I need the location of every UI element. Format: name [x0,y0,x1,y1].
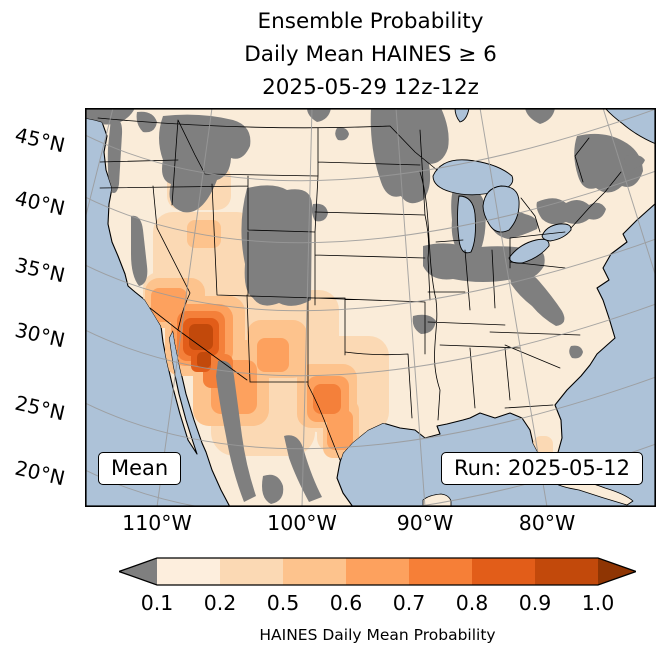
member-label-box: Mean [98,452,182,485]
colorbar-segment [346,558,409,585]
colorbar-segment [220,558,283,585]
colorbar-canvas [117,557,638,586]
masked-region [131,215,148,286]
masked-region-island [624,154,645,169]
masked-region [574,133,643,193]
masked-region [525,108,555,124]
cb-tick-0p6: 0.6 [329,591,363,615]
lat-tick-20n: 20°N [12,455,68,491]
masked-region [536,198,606,225]
colorbar [117,557,638,586]
map-panel: Mean Run: 2025-05-12 [85,108,656,507]
lat-tick-40n: 40°N [12,185,68,221]
lakes [432,108,656,264]
masked-region [412,314,436,334]
gulf-of-st-lawrence [604,108,656,145]
title-line-2: Daily Mean HAINES ≥ 6 [244,42,497,67]
prob-cell [187,220,221,248]
prob-cell [313,384,341,414]
prob-cell [257,338,289,372]
prob-cell [151,288,187,322]
lake-huron [482,185,520,233]
masked-region [307,108,331,122]
run-label-box: Run: 2025-05-12 [440,452,643,485]
lon-tick-100w: 100°W [267,511,337,535]
colorbar-segment [472,558,535,585]
masked-region [335,127,349,141]
prob-cell [189,324,213,350]
lat-tick-25n: 25°N [12,390,68,426]
figure-title: Ensemble Probability Daily Mean HAINES ≥… [85,5,656,104]
cb-tick-0p2: 0.2 [203,591,237,615]
probability-shading [85,108,643,504]
cb-tick-1p0: 1.0 [581,591,615,615]
graticule-parallels [85,108,656,507]
border-lines [97,117,622,461]
colorbar-segment [283,558,346,585]
lat-tick-45n: 45°N [12,122,68,158]
colorbar-segment [535,558,598,585]
lon-tick-90w: 90°W [396,511,454,535]
colorbar-axis-label: HAINES Daily Mean Probability [259,626,496,644]
graticule-meridians [85,108,656,507]
lake-ontario [541,223,572,242]
prob-cell [197,352,211,368]
axes-frame [85,108,656,507]
cb-tick-0p8: 0.8 [455,591,489,615]
lake-winnipeg [454,108,470,123]
title-line-3: 2025-05-29 12z-12z [262,75,479,100]
masked-region [107,117,123,193]
lon-tick-110w: 110°W [122,511,192,535]
prob-cell [327,410,353,450]
colorbar-segment [157,558,220,585]
masked-region [241,185,312,306]
colorbar-over-arrow [598,558,636,585]
state-borders [97,117,622,461]
masked-region [509,269,565,326]
cb-tick-0p1: 0.1 [140,591,174,615]
lat-tick-30n: 30°N [12,317,68,353]
prob-0p9-1p0 [189,324,213,368]
cb-tick-0p9: 0.9 [518,591,552,615]
lat-tick-35n: 35°N [12,252,68,288]
colorbar-under-arrow [119,558,157,585]
cb-tick-0p5: 0.5 [266,591,300,615]
lon-tick-80w: 80°W [518,511,576,535]
yucatan [422,493,452,507]
masked-region [370,108,449,204]
cb-tick-0p7: 0.7 [392,591,426,615]
colorbar-segment [409,558,472,585]
graticule [85,108,656,507]
masked-region [262,474,284,504]
title-line-1: Ensemble Probability [257,9,484,34]
masked-region [569,345,583,359]
map-canvas [85,108,656,507]
masked-region [216,360,256,502]
